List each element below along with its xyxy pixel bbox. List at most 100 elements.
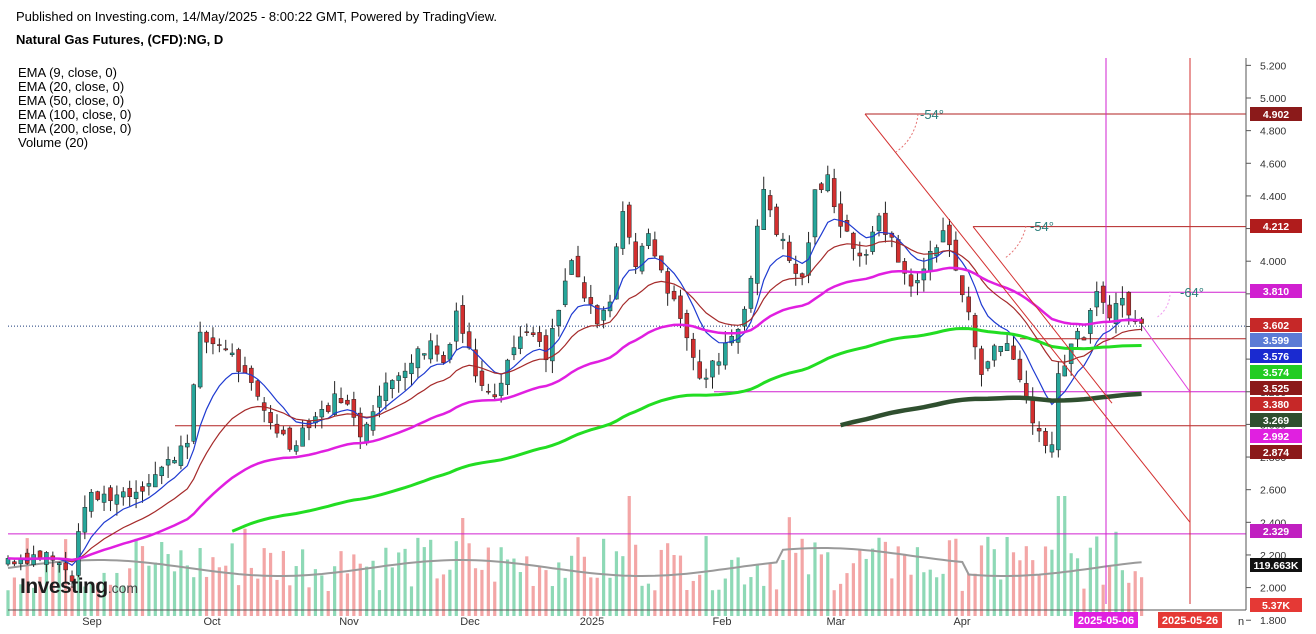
volume-bar: [806, 574, 811, 616]
candle-body: [454, 310, 459, 342]
volume-bar: [204, 576, 209, 616]
volume-bar: [185, 565, 189, 616]
volume-bar: [6, 590, 10, 616]
volume-bar: [723, 578, 727, 616]
price-badge: [1250, 107, 1302, 121]
candle-body: [863, 254, 869, 256]
indicator-ema9-label[interactable]: EMA (9, close, 0): [18, 65, 117, 80]
price-badge-label: 3.599: [1263, 335, 1289, 347]
candle-body: [332, 393, 337, 415]
candle-body: [678, 295, 683, 319]
indicator-ema20-label[interactable]: EMA (20, close, 0): [18, 79, 125, 94]
volume-bar: [57, 561, 61, 616]
candle-body: [633, 241, 638, 268]
price-badge: [1250, 445, 1302, 459]
volume-bar: [89, 583, 93, 616]
candle-body: [1113, 303, 1119, 324]
candle-body: [345, 399, 350, 405]
candle-body: [236, 349, 241, 372]
volume-bar: [262, 548, 266, 616]
candle-body: [1004, 343, 1010, 351]
volume-bar: [768, 563, 772, 616]
price-tick-label: 5.200: [1260, 60, 1286, 72]
volume-bar: [83, 586, 87, 616]
candle-body: [12, 561, 17, 565]
indicator-ema100-label[interactable]: EMA (100, close, 0): [18, 107, 132, 122]
volume-bar: [890, 578, 894, 616]
candle-body: [460, 305, 465, 334]
candle-body: [473, 349, 478, 377]
candle-body: [268, 412, 273, 424]
candle-body: [626, 204, 632, 238]
candle-body: [594, 305, 600, 325]
price-tick-label: 1.800: [1260, 615, 1286, 627]
volume-bar: [12, 577, 17, 616]
candle-body: [127, 487, 132, 498]
price-badge-label: 3.602: [1263, 320, 1289, 332]
indicator-ema200-label[interactable]: EMA (200, close, 0): [18, 121, 132, 136]
ema200-line: [840, 391, 1142, 428]
volume-bar: [397, 552, 401, 616]
price-tick-label: 2.600: [1260, 485, 1286, 497]
volume-bar: [832, 590, 836, 616]
volume-bar: [819, 554, 823, 616]
candle-body: [101, 493, 107, 503]
volume-bar: [1107, 565, 1112, 616]
volume-bar: [871, 548, 875, 616]
volume-bar: [505, 559, 510, 616]
candle-body: [479, 370, 485, 386]
candle-body: [998, 345, 1003, 352]
candle-body: [972, 315, 978, 348]
volume-bar: [928, 569, 932, 616]
volume-bar: [563, 577, 567, 616]
trendline-magenta: [1142, 326, 1191, 393]
candle-body: [1126, 292, 1132, 316]
volume-bar: [333, 566, 337, 616]
time-axis-label: n: [1238, 616, 1244, 628]
volume-bar: [915, 547, 920, 616]
candle-body: [588, 297, 594, 305]
volume-bar: [422, 547, 426, 616]
candle-body: [639, 245, 645, 272]
volume-bar: [454, 541, 458, 616]
price-tick-label: 4.800: [1260, 126, 1286, 138]
indicator-volume-label[interactable]: Volume (20): [18, 135, 89, 150]
price-badge-label: 5.37K: [1262, 600, 1290, 612]
volume-bar: [685, 590, 689, 616]
volume-bar: [960, 590, 964, 616]
volume-bar: [294, 566, 298, 616]
time-highlight-label: 2025-05-06: [1078, 615, 1134, 627]
candle-body: [185, 442, 190, 448]
candle-body: [82, 507, 88, 533]
candle-body: [159, 466, 164, 477]
candle-body: [146, 483, 152, 487]
price-badge-label: 3.525: [1263, 383, 1289, 395]
candle-body: [422, 353, 427, 356]
angle-label: -54°: [1030, 219, 1054, 234]
volume-bar: [589, 577, 593, 616]
indicator-ema50-label[interactable]: EMA (50, close, 0): [18, 93, 125, 108]
volume-bar: [307, 587, 311, 616]
volume-bar: [1018, 560, 1022, 616]
candle-body: [934, 247, 939, 257]
volume-bar: [1063, 496, 1067, 616]
volume-bar: [512, 558, 516, 616]
volume-bar: [1069, 553, 1073, 616]
volume-bar: [845, 573, 849, 616]
volume-bar: [864, 558, 868, 616]
price-badge-label: 4.902: [1263, 109, 1289, 121]
volume-bar: [1037, 574, 1041, 616]
price-tick-label: 2.000: [1260, 583, 1286, 595]
volume-bar: [935, 577, 939, 616]
candle-body: [217, 344, 222, 346]
volume-bar: [217, 567, 221, 616]
volume-bar: [762, 585, 766, 616]
volume-bar: [108, 584, 113, 616]
candle-body: [114, 494, 120, 505]
volume-bar: [973, 573, 977, 616]
candle-body: [300, 427, 305, 447]
candle-body: [902, 261, 907, 274]
volume-bar: [1031, 560, 1035, 616]
volume-bar: [390, 567, 394, 616]
